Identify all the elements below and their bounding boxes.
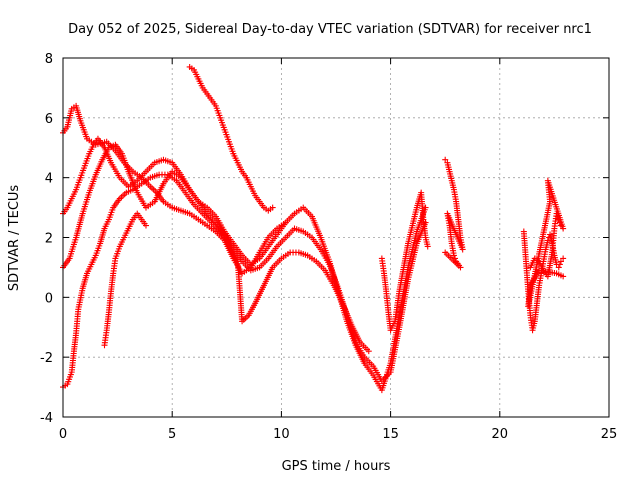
x-tick-label: 25	[601, 427, 618, 442]
y-tick-label: 6	[45, 112, 53, 127]
data-point	[560, 255, 567, 262]
y-axis-label: SDTVAR / TECUs	[7, 185, 22, 292]
series-track-6	[186, 63, 276, 214]
series-track-7	[378, 189, 431, 334]
grid-lines	[63, 58, 609, 417]
data-point	[560, 273, 567, 280]
chart-title: Day 052 of 2025, Sidereal Day-to-day VTE…	[68, 22, 592, 37]
data-point	[555, 264, 562, 271]
data-point	[556, 261, 563, 268]
data-point	[269, 204, 276, 211]
y-tick-label: -2	[40, 351, 53, 366]
x-tick-label: 0	[59, 427, 67, 442]
data-marks	[60, 63, 567, 394]
x-tick-label: 5	[168, 427, 176, 442]
data-point	[450, 252, 457, 259]
data-point	[422, 204, 429, 211]
x-tick-label: 15	[382, 427, 399, 442]
y-tick-label: 8	[45, 52, 53, 67]
series-track-4	[60, 171, 372, 391]
data-point	[365, 348, 372, 355]
x-tick-label: 20	[492, 427, 509, 442]
y-tick-label: 2	[45, 232, 53, 247]
data-point	[142, 222, 149, 229]
x-tick-label: 10	[273, 427, 290, 442]
y-tick-label: 0	[45, 291, 53, 306]
data-point	[442, 249, 449, 256]
x-axis-label: GPS time / hours	[282, 459, 391, 474]
data-point	[544, 237, 551, 244]
series-track-8	[442, 156, 466, 271]
data-point	[424, 243, 431, 250]
y-tick-label: -4	[40, 411, 53, 426]
y-tick-label: 4	[45, 172, 53, 187]
axes: 0 5 10 15 20 25 -4 -2 0 2 4 6 8	[40, 52, 617, 442]
series-track-5	[101, 210, 149, 349]
series-track-10	[525, 177, 567, 310]
series-track-3	[60, 141, 429, 394]
